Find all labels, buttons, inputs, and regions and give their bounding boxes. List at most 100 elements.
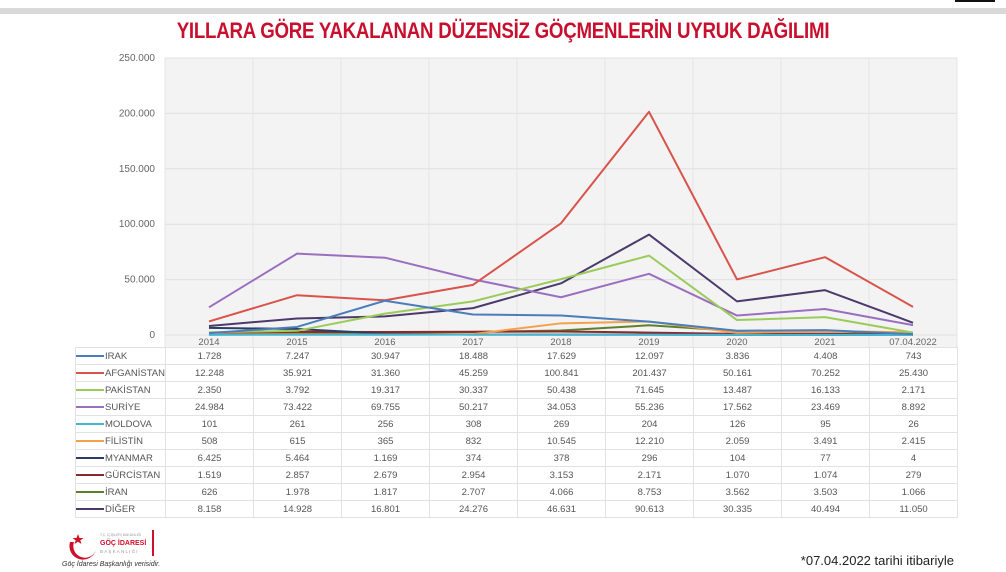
x-tick-label: 2014: [198, 337, 219, 348]
data-cell: 261: [253, 415, 342, 433]
data-cell: 30.337: [429, 381, 518, 399]
data-cell: 2.415: [869, 432, 958, 450]
data-cell: 1.817: [341, 483, 430, 501]
data-cell: 73.422: [253, 398, 342, 416]
data-cell: 4.408: [781, 347, 870, 365]
legend-swatch: [76, 473, 104, 476]
data-cell: 5.464: [253, 449, 342, 467]
data-cell: 30.335: [693, 500, 782, 518]
data-cell: 14.928: [253, 500, 342, 518]
series-name: İRAN: [105, 486, 128, 498]
series-name: DİĞER: [105, 503, 136, 515]
data-cell: 8.892: [869, 398, 958, 416]
x-tick-label: 2019: [638, 337, 659, 348]
table-row: AFGANİSTAN 12.248 35.921 31.360 45.259 100.84…: [75, 364, 958, 382]
date-footnote: *07.04.2022 tarihi itibariyle: [800, 553, 954, 568]
data-cell: 55.236: [605, 398, 694, 416]
x-tick-label: 2016: [374, 337, 395, 348]
goc-idaresi-logo: T.C. İÇİŞLERİ BAKANLIĞI GÖÇ İDARESİ BAŞK…: [69, 530, 154, 560]
data-cell: 11.050: [869, 500, 958, 518]
data-cell: 1.519: [165, 466, 254, 484]
data-cell: 2.171: [605, 466, 694, 484]
top-mark: [955, 0, 995, 2]
data-cell: 4: [869, 449, 958, 467]
data-cell: 374: [429, 449, 518, 467]
data-cell: 12.097: [605, 347, 694, 365]
data-cell: 40.494: [781, 500, 870, 518]
table-row: IRAK 1.728 7.247 30.947 18.488 17.629 12.097 3.…: [75, 347, 958, 365]
data-cell: 19.317: [341, 381, 430, 399]
data-cell: 34.053: [517, 398, 606, 416]
data-cell: 2.059: [693, 432, 782, 450]
data-cell: 308: [429, 415, 518, 433]
data-cell: 2.954: [429, 466, 518, 484]
data-cell: 256: [341, 415, 430, 433]
data-cell: 17.562: [693, 398, 782, 416]
legend-cell: MOLDOVA: [75, 415, 166, 433]
y-tick-label: 250.000: [119, 53, 156, 64]
data-cell: 279: [869, 466, 958, 484]
legend-swatch: [76, 490, 104, 493]
legend-cell: MYANMAR: [75, 449, 166, 467]
data-cell: 45.259: [429, 364, 518, 382]
table-row: İRAN 626 1.978 1.817 2.707 4.066 8.753 3.562 3.5…: [75, 483, 958, 501]
y-tick-label: 0: [149, 330, 155, 341]
legend-cell: FİLİSTİN: [75, 432, 166, 450]
series-name: GÜRCİSTAN: [105, 469, 161, 481]
legend-cell: IRAK: [75, 347, 166, 365]
y-tick-label: 50.000: [124, 275, 155, 286]
data-cell: 269: [517, 415, 606, 433]
legend-cell: SURİYE: [75, 398, 166, 416]
data-cell: 508: [165, 432, 254, 450]
data-cell: 832: [429, 432, 518, 450]
table-row: FİLİSTİN 508 615 365 832 10.545 12.210 2.059 3.4…: [75, 432, 958, 450]
series-name: MOLDOVA: [105, 418, 152, 430]
x-tick-label: 07.04.2022: [889, 337, 937, 348]
data-cell: 13.487: [693, 381, 782, 399]
series-name: MYANMAR: [105, 452, 153, 464]
data-cell: 16.133: [781, 381, 870, 399]
svg-text:T.C. İÇİŞLERİ BAKANLIĞI: T.C. İÇİŞLERİ BAKANLIĞI: [100, 532, 141, 537]
series-line-irak: [208, 299, 914, 336]
table-row: DİĞER 8.158 14.928 16.801 24.276 46.631 90.613…: [75, 500, 958, 518]
data-cell: 24.984: [165, 398, 254, 416]
table-row: MOLDOVA 101 261 256 308 269 204 126 95 26: [75, 415, 958, 433]
legend-cell: GÜRCİSTAN: [75, 466, 166, 484]
data-cell: 2.171: [869, 381, 958, 399]
data-cell: 743: [869, 347, 958, 365]
data-cell: 6.425: [165, 449, 254, 467]
data-cell: 12.248: [165, 364, 254, 382]
data-cell: 3.491: [781, 432, 870, 450]
data-cell: 2.679: [341, 466, 430, 484]
x-tick-label: 2020: [726, 337, 747, 348]
data-cell: 31.360: [341, 364, 430, 382]
data-cell: 296: [605, 449, 694, 467]
table-row: SURİYE 24.984 73.422 69.755 50.217 34.053 55.2…: [75, 398, 958, 416]
legend-cell: İRAN: [75, 483, 166, 501]
data-cell: 1.074: [781, 466, 870, 484]
legend-swatch: [76, 456, 104, 459]
data-cell: 126: [693, 415, 782, 433]
legend-swatch: [76, 507, 104, 510]
data-cell: 50.438: [517, 381, 606, 399]
data-cell: 615: [253, 432, 342, 450]
data-cell: 50.161: [693, 364, 782, 382]
x-tick-label: 2018: [550, 337, 571, 348]
legend-cell: DİĞER: [75, 500, 166, 518]
y-tick-label: 100.000: [119, 219, 156, 230]
svg-text:GÖÇ İDARESİ: GÖÇ İDARESİ: [100, 538, 146, 547]
data-cell: 18.488: [429, 347, 518, 365]
data-cell: 17.629: [517, 347, 606, 365]
legend-swatch: [76, 422, 104, 425]
x-tick-label: 2015: [286, 337, 307, 348]
series-name: AFGANİSTAN: [105, 367, 165, 379]
data-cell: 25.430: [869, 364, 958, 382]
data-cell: 23.469: [781, 398, 870, 416]
legend-cell: PAKİSTAN: [75, 381, 166, 399]
data-cell: 3.503: [781, 483, 870, 501]
line-chart: 0 50.000 100.000 150.000 200.000 250.000 2014 2…: [119, 53, 958, 348]
data-cell: 7.247: [253, 347, 342, 365]
data-cell: 8.753: [605, 483, 694, 501]
data-cell: 365: [341, 432, 430, 450]
data-cell: 378: [517, 449, 606, 467]
